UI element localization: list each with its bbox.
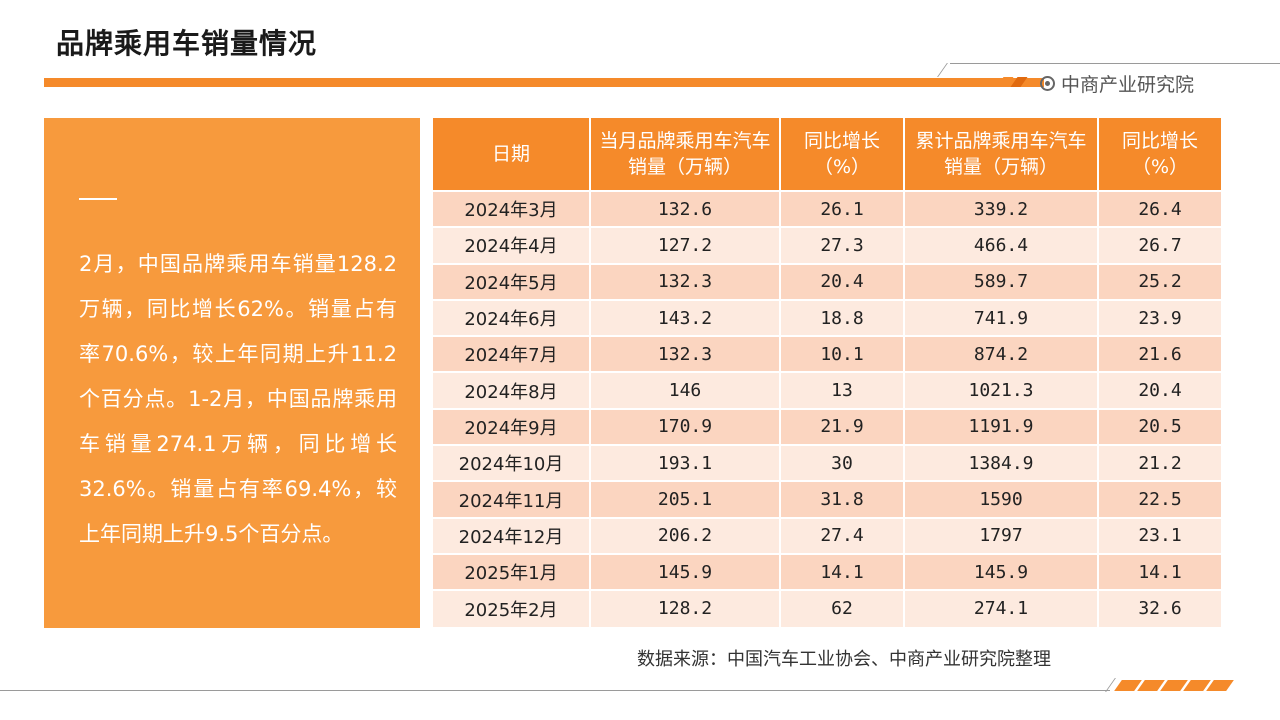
cell-monthly-sales: 206.2	[590, 516, 781, 554]
cell-monthly-sales: 146	[590, 371, 781, 409]
table-row: 2024年8月 146 13 1021.3 20.4	[433, 371, 1221, 409]
cell-cumulative-growth: 22.5	[1098, 480, 1221, 518]
table-body: 2024年3月 132.6 26.1 339.2 26.4 2024年4月 127.2 27.…	[433, 189, 1221, 627]
cell-date: 2024年7月	[433, 335, 591, 373]
cell-cumulative-sales: 145.9	[904, 552, 1099, 591]
footer-divider-line	[0, 690, 1110, 691]
header-divider-slant	[937, 63, 948, 77]
cell-cumulative-growth: 21.2	[1098, 444, 1221, 482]
table-row: 2024年12月 206.2 27.4 1797 23.1	[433, 516, 1221, 554]
cell-date: 2025年2月	[433, 589, 591, 627]
cell-monthly-growth: 30	[780, 444, 905, 482]
title-underline-bar	[44, 78, 1044, 87]
page-title: 品牌乘用车销量情况	[56, 27, 318, 60]
cell-date: 2024年3月	[433, 189, 591, 228]
header-slash-decoration	[996, 77, 1028, 87]
table-row: 2024年4月 127.2 27.3 466.4 26.7	[433, 226, 1221, 264]
header-cumulative-sales: 累计品牌乘用车汽车销量（万辆）	[904, 118, 1099, 191]
cell-monthly-sales: 145.9	[590, 552, 781, 591]
cell-cumulative-sales: 466.4	[904, 226, 1099, 264]
table-row: 2024年5月 132.3 20.4 589.7 25.2	[433, 262, 1221, 300]
footer-slash-decoration	[1114, 680, 1234, 691]
header-monthly-sales: 当月品牌乘用车汽车销量（万辆）	[590, 118, 781, 191]
cell-monthly-sales: 193.1	[590, 444, 781, 482]
cell-date: 2024年8月	[433, 371, 591, 409]
cell-date: 2024年11月	[433, 480, 591, 518]
cell-monthly-sales: 127.2	[590, 226, 781, 264]
summary-dash-divider	[79, 198, 117, 200]
cell-date: 2024年5月	[433, 262, 591, 300]
cell-cumulative-sales: 741.9	[904, 298, 1099, 337]
cell-monthly-growth: 31.8	[780, 480, 905, 518]
cell-monthly-sales: 132.6	[590, 189, 781, 228]
cell-monthly-growth: 18.8	[780, 298, 905, 337]
header-cumulative-growth: 同比增长（%）	[1098, 118, 1221, 191]
cell-monthly-growth: 26.1	[780, 189, 905, 228]
cell-date: 2024年12月	[433, 516, 591, 554]
cell-cumulative-sales: 1021.3	[904, 371, 1099, 409]
cell-date: 2024年10月	[433, 444, 591, 482]
cell-cumulative-sales: 1384.9	[904, 444, 1099, 482]
cell-monthly-sales: 205.1	[590, 480, 781, 518]
cell-cumulative-sales: 1797	[904, 516, 1099, 554]
slash-mark	[1206, 680, 1234, 691]
cell-date: 2024年4月	[433, 226, 591, 264]
table-row: 2024年7月 132.3 10.1 874.2 21.6	[433, 335, 1221, 373]
cell-date: 2025年1月	[433, 552, 591, 591]
header-monthly-growth: 同比增长（%）	[780, 118, 905, 191]
cell-cumulative-growth: 26.4	[1098, 189, 1221, 228]
cell-monthly-growth: 62	[780, 589, 905, 627]
cell-cumulative-sales: 1191.9	[904, 407, 1099, 446]
cell-cumulative-growth: 14.1	[1098, 552, 1221, 591]
cell-monthly-sales: 132.3	[590, 262, 781, 300]
cell-cumulative-sales: 874.2	[904, 335, 1099, 373]
cell-cumulative-growth: 21.6	[1098, 335, 1221, 373]
cell-cumulative-growth: 20.5	[1098, 407, 1221, 446]
cell-monthly-growth: 14.1	[780, 552, 905, 591]
sales-table: 日期 当月品牌乘用车汽车销量（万辆） 同比增长（%） 累计品牌乘用车汽车销量（万…	[433, 118, 1221, 627]
cell-cumulative-sales: 1590	[904, 480, 1099, 518]
cell-cumulative-growth: 25.2	[1098, 262, 1221, 300]
cell-monthly-growth: 20.4	[780, 262, 905, 300]
cell-date: 2024年9月	[433, 407, 591, 446]
cell-monthly-sales: 143.2	[590, 298, 781, 337]
cell-cumulative-growth: 32.6	[1098, 589, 1221, 627]
cell-cumulative-growth: 23.9	[1098, 298, 1221, 337]
table-row: 2024年10月 193.1 30 1384.9 21.2	[433, 444, 1221, 482]
cell-monthly-growth: 27.4	[780, 516, 905, 554]
cell-cumulative-growth: 26.7	[1098, 226, 1221, 264]
table-row: 2025年2月 128.2 62 274.1 32.6	[433, 589, 1221, 627]
data-source-note: 数据来源：中国汽车工业协会、中商产业研究院整理	[637, 649, 1051, 670]
cell-cumulative-sales: 339.2	[904, 189, 1099, 228]
cell-monthly-growth: 13	[780, 371, 905, 409]
brand-circle-icon	[1040, 76, 1055, 91]
table-row: 2024年3月 132.6 26.1 339.2 26.4	[433, 189, 1221, 228]
cell-cumulative-sales: 274.1	[904, 589, 1099, 627]
table-row: 2024年9月 170.9 21.9 1191.9 20.5	[433, 407, 1221, 446]
cell-monthly-growth: 10.1	[780, 335, 905, 373]
cell-monthly-growth: 21.9	[780, 407, 905, 446]
table-row: 2025年1月 145.9 14.1 145.9 14.1	[433, 552, 1221, 591]
brand-name: 中商产业研究院	[1061, 74, 1195, 96]
header-divider-line	[950, 63, 1280, 64]
cell-cumulative-growth: 23.1	[1098, 516, 1221, 554]
table-header-row: 日期 当月品牌乘用车汽车销量（万辆） 同比增长（%） 累计品牌乘用车汽车销量（万…	[433, 118, 1221, 191]
table-row: 2024年11月 205.1 31.8 1590 22.5	[433, 480, 1221, 518]
table-row: 2024年6月 143.2 18.8 741.9 23.9	[433, 298, 1221, 337]
header-date: 日期	[433, 118, 591, 191]
cell-monthly-sales: 128.2	[590, 589, 781, 627]
cell-cumulative-sales: 589.7	[904, 262, 1099, 300]
cell-monthly-sales: 132.3	[590, 335, 781, 373]
summary-panel: 2月，中国品牌乘用车销量128.2万辆，同比增长62%。销量占有率70.6%，较…	[44, 118, 420, 628]
cell-monthly-sales: 170.9	[590, 407, 781, 446]
brand-logo: 中商产业研究院	[1040, 70, 1194, 97]
cell-monthly-growth: 27.3	[780, 226, 905, 264]
summary-text: 2月，中国品牌乘用车销量128.2万辆，同比增长62%。销量占有率70.6%，较…	[79, 252, 397, 546]
cell-cumulative-growth: 20.4	[1098, 371, 1221, 409]
cell-date: 2024年6月	[433, 298, 591, 337]
